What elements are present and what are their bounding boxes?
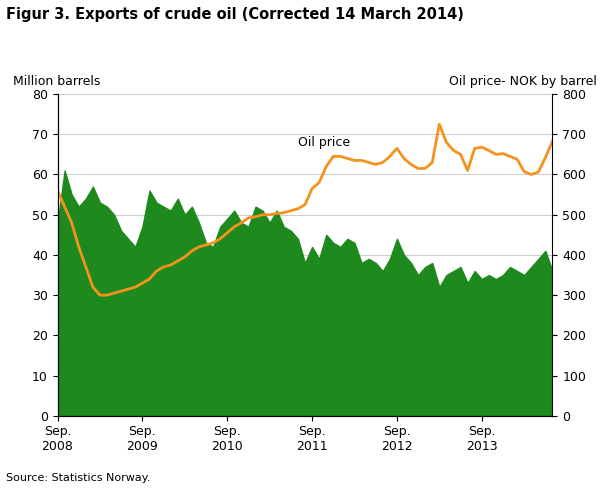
Text: Oil price: Oil price: [298, 136, 350, 149]
Text: Number of barrels: Number of barrels: [284, 317, 397, 330]
Text: Source: Statistics Norway.: Source: Statistics Norway.: [6, 473, 151, 483]
Text: Figur 3. Exports of crude oil (Corrected 14 March 2014): Figur 3. Exports of crude oil (Corrected…: [6, 7, 464, 22]
Text: Million barrels: Million barrels: [13, 75, 101, 88]
Text: Oil price- NOK by barrel: Oil price- NOK by barrel: [449, 75, 597, 88]
